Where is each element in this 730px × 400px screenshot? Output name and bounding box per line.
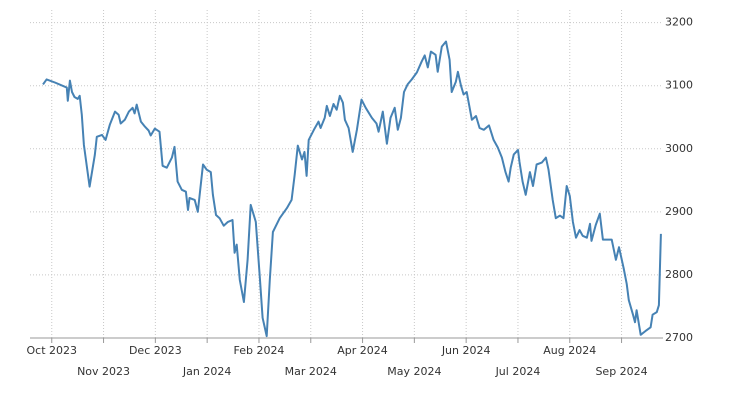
price-line	[42, 40, 662, 338]
y-tick-label: 3000	[665, 142, 693, 155]
x-tick-label: Jul 2024	[495, 365, 541, 378]
y-tick-label: 3200	[665, 16, 693, 29]
x-tick-label: Aug 2024	[543, 344, 596, 357]
x-tick-label: Jan 2024	[182, 365, 231, 378]
x-tick-label: Oct 2023	[26, 344, 77, 357]
x-tick-label: Sep 2024	[595, 365, 647, 378]
x-tick-label: May 2024	[387, 365, 441, 378]
x-tick-label: Dec 2023	[129, 344, 182, 357]
x-tick-label: Feb 2024	[233, 344, 284, 357]
x-tick-label: Apr 2024	[337, 344, 388, 357]
y-tick-label: 3100	[665, 79, 693, 92]
y-tick-label: 2900	[665, 205, 693, 218]
x-tick-label: Mar 2024	[285, 365, 337, 378]
y-tick-label: 2800	[665, 268, 693, 281]
y-tick-label: 2700	[665, 331, 693, 344]
x-tick-label: Nov 2023	[77, 365, 130, 378]
x-tick-label: Jun 2024	[441, 344, 491, 357]
